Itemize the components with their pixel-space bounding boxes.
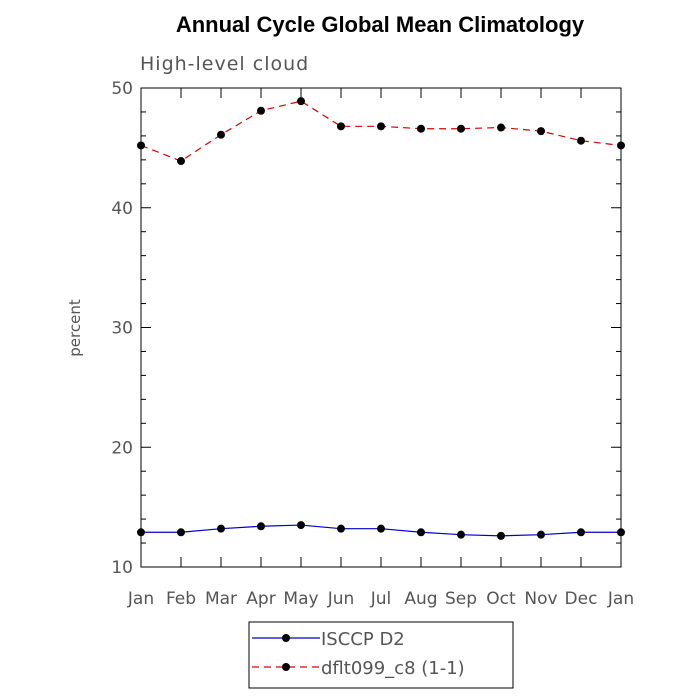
x-tick-label: Jul: [370, 589, 392, 609]
y-tick-label: 10: [111, 558, 133, 578]
x-tick-label: Apr: [246, 589, 275, 609]
series-0-point: [577, 528, 585, 537]
x-tick-label: Jan: [607, 589, 634, 609]
x-tick-label: Aug: [404, 589, 437, 609]
x-tick-label: Mar: [205, 589, 237, 609]
series-0-point: [297, 521, 305, 530]
minor-ticks: [141, 111, 621, 544]
series-0-point: [257, 522, 265, 531]
legend-label-dflt: dflt099_c8 (1-1): [321, 658, 465, 679]
x-tick-label: Jan: [127, 589, 154, 609]
series-0-point: [417, 528, 425, 537]
series-line-1: [140, 100, 622, 162]
series-group: [137, 97, 625, 540]
x-tick-labels: Jan Feb Mar Apr May Jun Jul Aug Sep Oct Nov Dec Jan: [127, 589, 634, 609]
plot-frame: [140, 87, 622, 568]
series-1-point: [257, 106, 265, 115]
series-1-point: [417, 124, 425, 133]
series-0-point: [537, 530, 545, 539]
y-axis-label: percent: [66, 299, 84, 357]
x-tick-label: May: [283, 589, 318, 609]
chart-title: Annual Cycle Global Mean Climatology: [176, 12, 585, 37]
series-0-point: [217, 524, 225, 533]
legend-label-isccp: ISCCP D2: [321, 629, 405, 650]
x-tick-label: Sep: [445, 589, 477, 609]
series-1-point: [217, 130, 225, 139]
y-tick-label: 50: [111, 79, 133, 99]
x-tick-label: Feb: [166, 589, 196, 609]
legend-marker-isccp: [282, 634, 290, 642]
legend-marker-dflt: [282, 663, 290, 671]
series-1-point: [497, 123, 505, 132]
series-0-point: [337, 524, 345, 533]
y-tick-labels: 10 20 30 40 50: [111, 79, 133, 578]
chart-subtitle: High-level cloud: [140, 53, 309, 75]
y-tick-label: 20: [111, 438, 133, 458]
series-0-point: [457, 530, 465, 539]
x-tick-label: Oct: [486, 589, 516, 609]
major-ticks: [140, 87, 622, 568]
series-0-point: [377, 524, 385, 533]
legend: ISCCP D2 dflt099_c8 (1-1): [248, 621, 514, 689]
x-tick-label: Jun: [327, 589, 355, 609]
series-1-point: [377, 122, 385, 131]
series-1-point: [177, 157, 185, 166]
x-tick-label: Dec: [565, 589, 598, 609]
series-1-point: [297, 97, 305, 106]
series-1-point: [457, 124, 465, 133]
series-1-point: [337, 122, 345, 131]
y-tick-label: 40: [111, 199, 133, 219]
series-0-point: [497, 531, 505, 540]
series-0-point: [177, 528, 185, 537]
x-tick-label: Nov: [524, 589, 557, 609]
legend-box: [248, 621, 514, 689]
y-tick-label: 30: [111, 319, 133, 339]
series-1-point: [577, 136, 585, 145]
series-1-point: [537, 127, 545, 136]
